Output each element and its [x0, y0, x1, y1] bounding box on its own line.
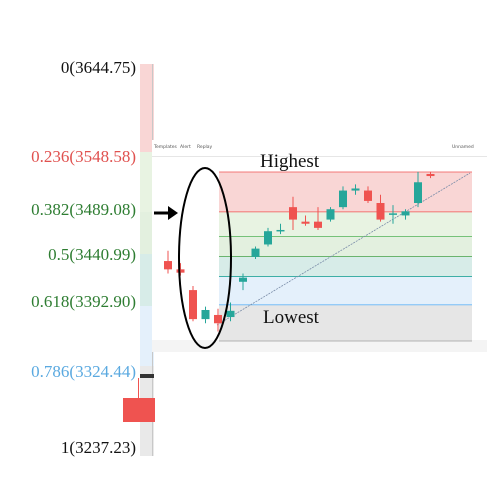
fib-label-0618: 0.618(3392.90) — [31, 292, 136, 311]
fib-label-0: 0(3644.75) — [60, 58, 136, 77]
candle-body-16 — [364, 190, 372, 201]
strip-band-0 — [140, 64, 154, 152]
toolbar-item-unnamed[interactable]: Unnamed — [452, 145, 474, 150]
candle-body-18 — [389, 213, 397, 215]
arrow-head-icon — [168, 206, 178, 220]
strip-band-3 — [140, 254, 154, 306]
fib-label-0236: 0.236(3548.58) — [31, 147, 136, 166]
candle-body-17 — [376, 202, 385, 220]
candle-body-10 — [289, 207, 297, 220]
fib-band-5 — [219, 304, 472, 341]
fib-label-05: 0.5(3440.99) — [48, 245, 136, 264]
fib-band-3 — [219, 256, 472, 277]
fib-label-0382: 0.382(3489.08) — [31, 200, 136, 219]
fib-band-4 — [219, 276, 472, 305]
strip-red-candle — [123, 398, 155, 422]
candle-body-14 — [339, 190, 347, 208]
candle-body-6 — [239, 277, 247, 282]
candle-body-20 — [414, 182, 422, 203]
candle-body-19 — [401, 211, 410, 216]
fib-label-1: 1(3237.23) — [60, 438, 136, 457]
fib-band-1 — [219, 211, 472, 237]
candle-body-2 — [189, 290, 197, 320]
candle-body-0 — [164, 261, 172, 270]
lowest-annotation: Lowest — [263, 307, 319, 328]
fib-band-2 — [219, 236, 472, 257]
chart-toolbar: Templates Alert Replay Unnamed — [152, 140, 487, 157]
toolbar-item-replay[interactable]: Replay — [197, 145, 213, 150]
candle-body-3 — [201, 309, 210, 320]
candle-body-8 — [264, 231, 272, 245]
candle-body-9 — [276, 229, 285, 232]
strip-red-wick — [138, 378, 139, 398]
candle-body-7 — [251, 248, 260, 257]
strip-band-1 — [140, 152, 154, 212]
highlight-ellipse — [178, 167, 232, 349]
strip-dark-bar — [140, 374, 154, 378]
strip-band-4 — [140, 306, 154, 366]
time-axis — [152, 340, 487, 352]
toolbar-item-alert[interactable]: Alert — [180, 145, 191, 150]
candle-body-1 — [176, 269, 185, 273]
highest-annotation: Highest — [260, 151, 320, 172]
candle-body-11 — [301, 221, 310, 224]
fib-label-0786: 0.786(3324.44) — [31, 362, 136, 381]
candle-body-5 — [226, 310, 235, 318]
candle-body-12 — [314, 221, 322, 228]
candle-body-4 — [214, 314, 222, 324]
candle-body-13 — [326, 209, 335, 220]
candle-body-21 — [426, 173, 435, 177]
strip-band-2 — [140, 212, 154, 254]
toolbar-item-templates[interactable]: Templates — [154, 145, 177, 150]
fib-trend-line[interactable] — [216, 172, 471, 326]
candle-body-15 — [351, 188, 360, 191]
